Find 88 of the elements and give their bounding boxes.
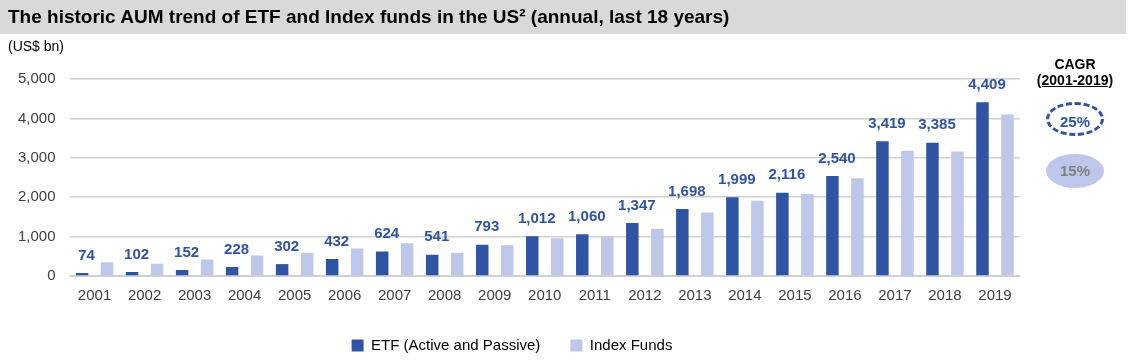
y-tick-label: 3,000 — [17, 147, 56, 165]
y-tick-label: 0 — [47, 266, 56, 284]
data-label: 1,060 — [568, 206, 606, 224]
bar — [175, 270, 189, 276]
x-tick-label: 2008 — [428, 286, 462, 304]
bar — [300, 252, 314, 276]
bar — [651, 228, 664, 276]
bar — [676, 209, 689, 276]
bar — [626, 222, 639, 276]
x-tick-label: 2009 — [478, 286, 512, 304]
bar — [325, 258, 339, 276]
bar — [601, 236, 614, 276]
bar — [776, 192, 789, 276]
y-tick-label: 2,000 — [17, 187, 56, 205]
data-label: 432 — [324, 231, 350, 249]
y-axis-title: (US$ bn) — [8, 38, 65, 54]
x-tick-label: 2011 — [578, 286, 611, 304]
bar — [150, 263, 164, 276]
bar — [901, 150, 914, 276]
x-tick-label: 2001 — [77, 286, 112, 304]
x-tick-label: 2003 — [177, 286, 212, 304]
data-label: 1,012 — [517, 208, 556, 226]
x-tick-label: 2019 — [978, 286, 1012, 304]
bar — [551, 238, 564, 276]
bar — [350, 248, 364, 276]
x-tick-label: 2004 — [227, 286, 262, 304]
y-tick-label: 4,000 — [17, 108, 56, 126]
text: (2001-2019) — [1035, 72, 1115, 88]
y-tick-label: 5,000 — [17, 69, 56, 87]
data-label: 152 — [174, 242, 200, 260]
legend-label: Index Funds — [589, 335, 673, 353]
data-label: 1,347 — [618, 195, 656, 213]
bar — [876, 141, 889, 276]
bar — [275, 264, 289, 276]
data-label: 1,698 — [668, 181, 706, 199]
data-label: 74 — [78, 245, 96, 263]
bar — [526, 236, 539, 276]
bar — [400, 243, 414, 276]
bar — [801, 194, 814, 276]
data-label: 228 — [224, 239, 250, 257]
bar — [926, 142, 939, 276]
data-label: 2,116 — [768, 165, 806, 183]
data-label: 1,999 — [718, 169, 756, 187]
bar — [851, 178, 864, 276]
bar — [1001, 114, 1014, 276]
bar — [225, 267, 239, 276]
shaded-ellipse: 15% — [1046, 154, 1104, 188]
x-tick-label: 2016 — [828, 286, 862, 304]
bar — [100, 262, 114, 276]
data-label: 3,385 — [918, 115, 956, 133]
bar — [250, 255, 264, 276]
data-label: 2,540 — [818, 148, 856, 166]
text: CAGR — [1053, 56, 1097, 72]
data-label: 4,409 — [968, 74, 1006, 92]
bar — [375, 251, 389, 276]
x-tick-label: 2014 — [728, 286, 762, 304]
bar — [501, 245, 514, 276]
bar — [200, 259, 214, 276]
x-tick-label: 2002 — [127, 286, 162, 304]
x-tick-label: 2007 — [378, 286, 412, 304]
x-tick-label: 2015 — [778, 286, 812, 304]
bar — [475, 244, 489, 276]
legend-label: ETF (Active and Passive) — [371, 335, 541, 353]
data-label: 302 — [274, 236, 300, 254]
x-tick-label: 2006 — [327, 286, 362, 304]
x-tick-label: 2005 — [277, 286, 312, 304]
data-label: 3,419 — [868, 113, 906, 131]
data-label: 793 — [474, 217, 500, 235]
bar — [576, 234, 589, 276]
chart-title: The historic AUM trend of ETF and Index funds in the US² (annual, last 18 years) — [0, 0, 1126, 34]
x-tick-label: 2013 — [678, 286, 712, 304]
data-label: 102 — [124, 244, 150, 262]
bar — [450, 252, 464, 276]
x-tick-label: 2010 — [528, 286, 562, 304]
dashed-ellipse: 25% — [1046, 102, 1104, 136]
data-label: 624 — [374, 224, 400, 242]
x-tick-label: 2017 — [878, 286, 912, 304]
x-tick-label: 2012 — [628, 286, 662, 304]
data-label: 541 — [424, 227, 450, 245]
bar — [976, 102, 989, 276]
bar — [826, 175, 839, 276]
y-tick-label: 1,000 — [17, 226, 56, 244]
bar — [751, 200, 764, 276]
bar — [425, 254, 439, 276]
bar — [951, 151, 964, 276]
x-tick-label: 2018 — [928, 286, 962, 304]
bar — [701, 212, 714, 276]
bar — [726, 197, 739, 276]
